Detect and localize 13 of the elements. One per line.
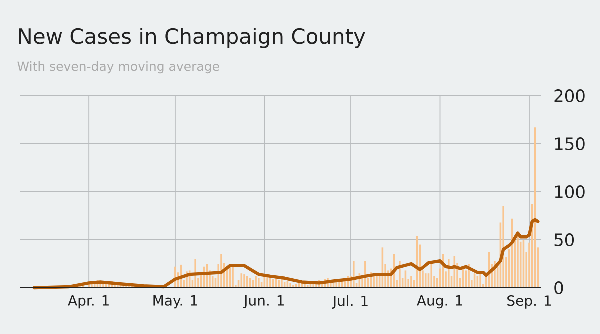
y-tick-label: 100 [555, 186, 585, 198]
chart-title: New Cases in Champaign County [19, 28, 366, 48]
y-tick-label: 50 [554, 234, 574, 246]
x-tick-label: Jul. 1 [332, 296, 368, 309]
chart-subtitle: With seven-day moving average [18, 61, 220, 74]
y-tick-label: 150 [555, 138, 585, 150]
x-tick-label: Aug. 1 [417, 296, 462, 309]
y-tick-label: 0 [554, 282, 564, 294]
x-tick-label: Sep. 1 [508, 296, 552, 309]
x-tick-label: May. 1 [154, 296, 198, 309]
y-tick-label: 200 [554, 90, 585, 102]
x-tick-label: Apr. 1 [68, 296, 109, 309]
x-tick-label: Jun. 1 [243, 296, 284, 309]
